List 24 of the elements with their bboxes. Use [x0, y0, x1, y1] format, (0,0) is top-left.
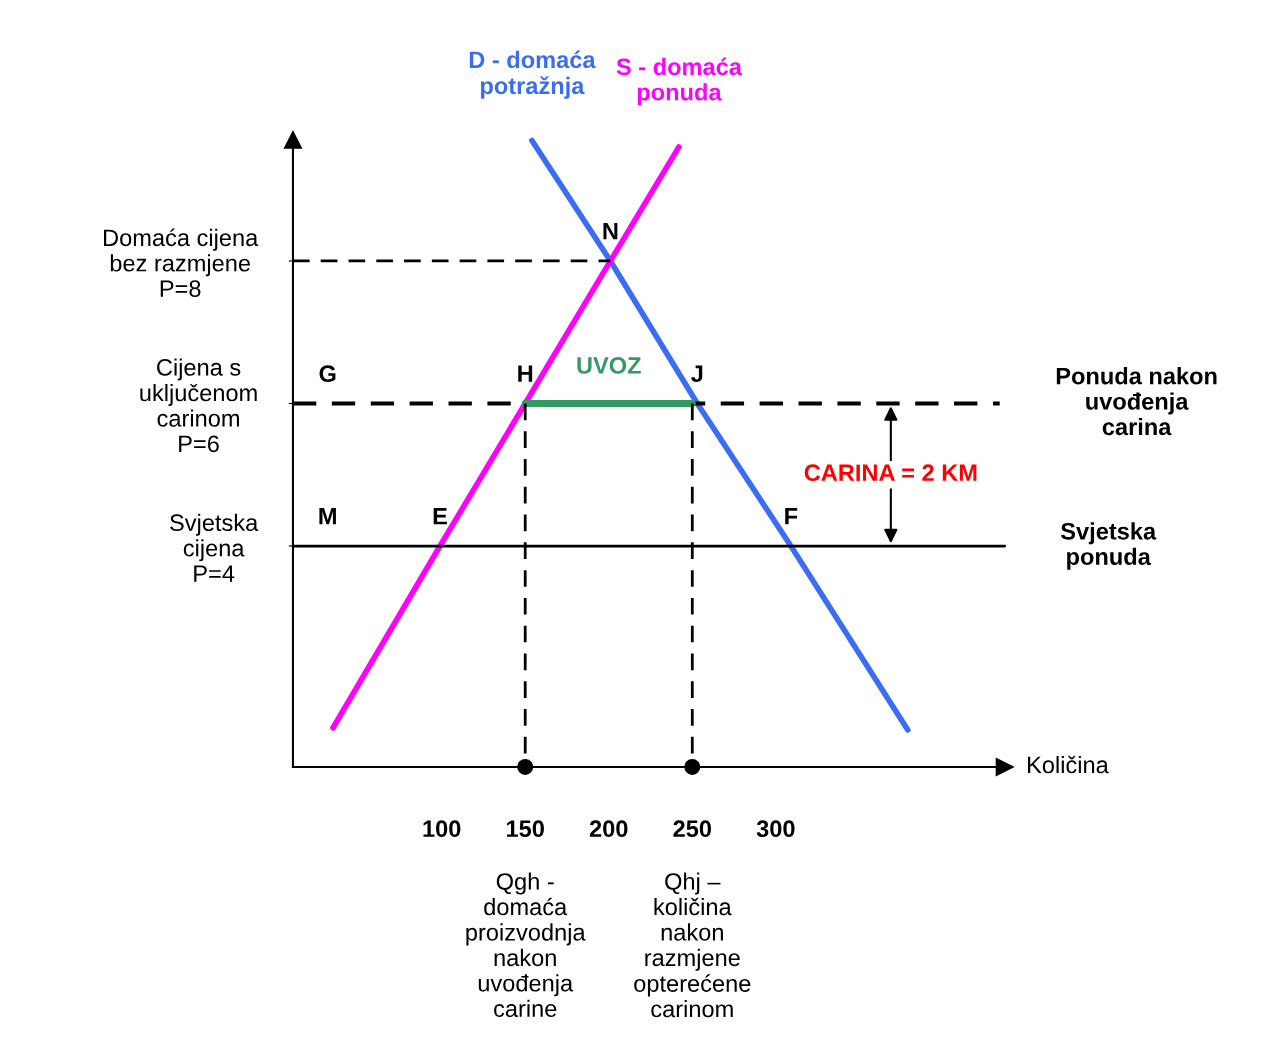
x-tick-label: 300 — [756, 820, 795, 838]
x-tick-label: 200 — [589, 820, 628, 838]
y-tick-label: Domaća cijena bez razmjene P=8 — [104, 228, 259, 298]
annotation: E — [433, 508, 447, 525]
annotation: N — [603, 223, 618, 240]
series-label: UVOZ — [577, 357, 641, 374]
annotation: G — [319, 365, 336, 383]
annotation: F — [785, 508, 798, 525]
x-axis-title: Količina — [1028, 755, 1109, 774]
text: Ponuda nakon uvođenja carina — [1056, 367, 1217, 436]
x-tick-label: 150 — [507, 820, 544, 838]
x-tick-label: 100 — [423, 820, 461, 838]
text: Svjetska ponuda — [1060, 522, 1157, 570]
annotation: H — [518, 365, 533, 382]
text: S - domaća ponuda — [616, 57, 743, 106]
y-tick-label: Cijena s uključenom carinom P=6 — [140, 358, 257, 453]
y-tick-label: Svjetska cijena P=4 — [170, 513, 259, 582]
text: Qgh - domaća proizvodnja nakon uvođenja carine — [466, 872, 586, 1018]
annotation: M — [319, 508, 336, 525]
text: Qhj – količina nakon razmjene opterećene carinom — [634, 872, 751, 1018]
x-tick-label: 250 — [673, 820, 712, 838]
text: D - domaća potražnja — [469, 50, 596, 99]
annotation: CARINA = 2 KM — [804, 464, 977, 482]
annotation: J — [691, 365, 703, 383]
